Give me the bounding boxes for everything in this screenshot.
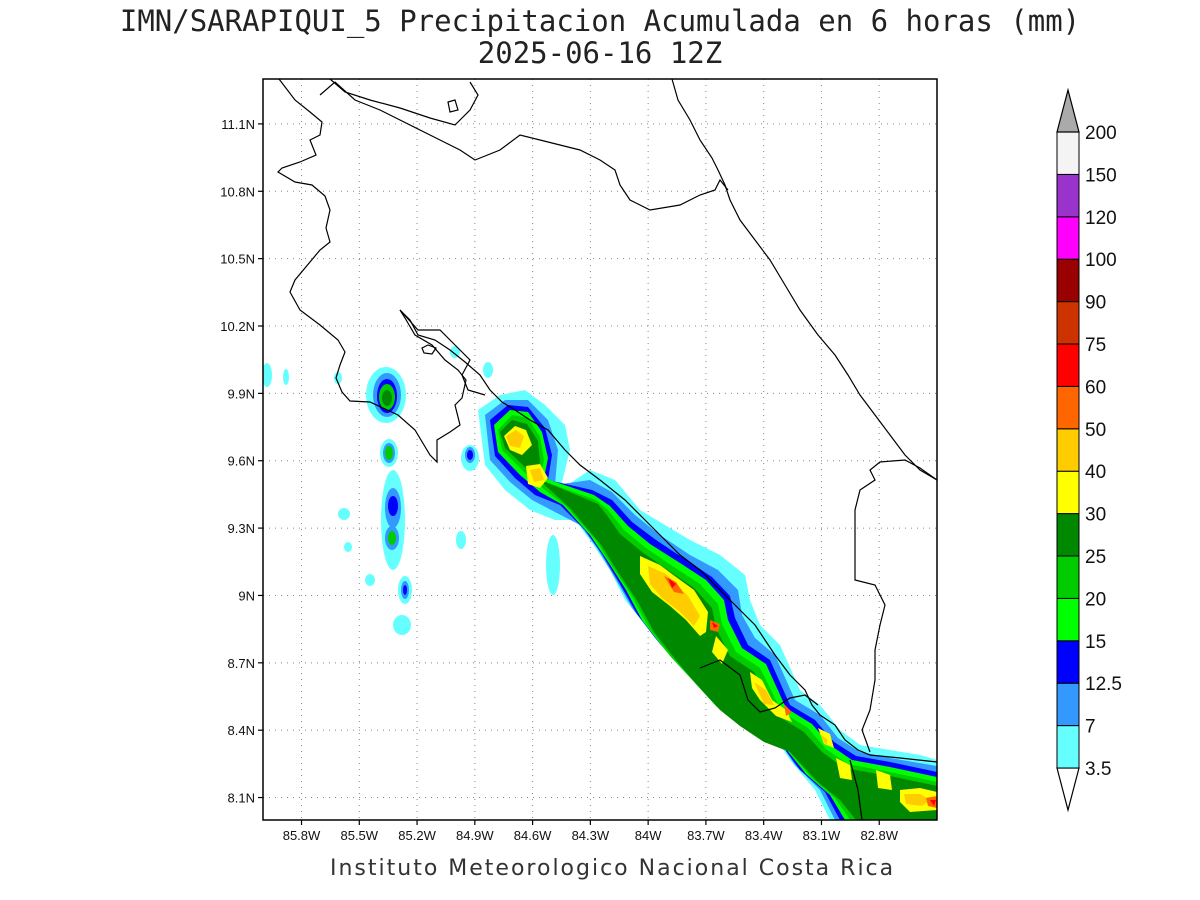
- map-frame: [262, 78, 938, 821]
- colorbar-label: 7: [1085, 717, 1096, 738]
- nicaragua-costa-rica-coast: [277, 79, 937, 763]
- latitude-axis: 11.1N 10.8N 10.5N 10.2N 9.9N 9.6N 9.3N 9N 8.7N 8.…: [220, 117, 263, 806]
- colorbar-lower-extension: [1056, 767, 1080, 813]
- colorbar-swatch: [1056, 343, 1080, 387]
- caribbean-coast: [671, 79, 937, 481]
- colorbar-label: 50: [1085, 420, 1106, 441]
- colorbar-label: 150: [1085, 165, 1117, 186]
- rain-cell-west-3: [381, 470, 405, 570]
- lat-tick-label: 9.3N: [228, 521, 255, 536]
- colorbar-swatch: [1056, 258, 1080, 303]
- lon-tick-label: 85.2W: [398, 828, 436, 843]
- colorbar-swatch: [1056, 216, 1080, 260]
- lat-tick-label: 8.1N: [228, 791, 255, 806]
- burica: [849, 759, 863, 820]
- coastlines: [277, 79, 937, 820]
- colorbar-label: 30: [1085, 505, 1106, 526]
- colorbar-label: 200: [1085, 123, 1117, 144]
- rain-band-main: [478, 390, 937, 820]
- map-footer-credit: Instituto Meteorologico Nacional Costa R…: [330, 856, 896, 881]
- lat-tick-label: 8.4N: [228, 723, 255, 738]
- lon-tick-label: 82.8W: [860, 828, 898, 843]
- lon-tick-label: 84W: [635, 828, 662, 843]
- nicaragua-upper-coast: [319, 81, 729, 211]
- lat-tick-label: 10.8N: [220, 184, 255, 199]
- colorbar-label: 100: [1085, 250, 1117, 271]
- lon-tick-label: 84.3W: [572, 828, 610, 843]
- lake-nicaragua: [329, 79, 479, 126]
- colorbar-label: 12.5: [1085, 674, 1122, 695]
- lat-tick-label: 9N: [238, 588, 255, 603]
- colorbar-swatch: [1056, 640, 1080, 684]
- colorbar-swatch: [1056, 301, 1080, 345]
- rain-cell-west-2: [380, 439, 398, 467]
- colorbar-legend: 3.5 7 12.5 15 20 25 30 40 50 60 75 90 100 120 150 200: [1056, 87, 1122, 813]
- colorbar-label: 75: [1085, 335, 1106, 356]
- small-lake: [447, 99, 459, 113]
- colorbar-label: 20: [1085, 589, 1106, 610]
- colorbar-swatch: [1056, 470, 1080, 515]
- colorbar-swatch: [1056, 428, 1080, 472]
- lon-tick-label: 85.8W: [283, 828, 321, 843]
- colorbar-swatch: [1056, 385, 1080, 430]
- lat-tick-label: 10.2N: [220, 319, 255, 334]
- lat-tick-label: 9.9N: [228, 386, 255, 401]
- longitude-axis: 85.8W 85.5W 85.2W 84.9W 84.6W 84.3W 84W 83.7W 83…: [283, 820, 899, 843]
- colorbar-label: 120: [1085, 208, 1117, 229]
- lon-tick-label: 85.5W: [340, 828, 378, 843]
- lat-tick-label: 8.7N: [228, 656, 255, 671]
- rain-cell-west-1: [366, 367, 406, 423]
- panama-border: [854, 459, 937, 753]
- lat-tick-label: 9.6N: [228, 454, 255, 469]
- colorbar-label: 60: [1085, 377, 1106, 398]
- colorbar-label: 25: [1085, 547, 1106, 568]
- colorbar-label: 3.5: [1085, 759, 1111, 780]
- colorbar-swatch: [1056, 682, 1080, 727]
- lat-tick-label: 10.5N: [220, 252, 255, 267]
- lon-tick-label: 83.4W: [745, 828, 783, 843]
- map-title: IMN/SARAPIQUI_5 Precipitacion Acumulada …: [119, 4, 1081, 38]
- lon-tick-label: 83.1W: [803, 828, 841, 843]
- colorbar-swatch: [1056, 173, 1080, 218]
- colorbar-label: 40: [1085, 462, 1106, 483]
- lon-tick-label: 83.7W: [687, 828, 725, 843]
- osa-peninsula: [699, 659, 819, 713]
- colorbar-swatch: [1056, 131, 1080, 175]
- nicoya-inner: [399, 309, 486, 396]
- colorbar-label: 90: [1085, 293, 1106, 314]
- rain-cell-west-4: [263, 346, 560, 635]
- island: [421, 344, 437, 355]
- colorbar-swatch: [1056, 725, 1080, 769]
- lon-tick-label: 84.9W: [456, 828, 494, 843]
- colorbar-swatch: [1056, 597, 1080, 642]
- colorbar-swatch: [1056, 513, 1080, 557]
- colorbar-label: 15: [1085, 632, 1106, 653]
- map-background: [263, 79, 937, 820]
- colorbar-swatch: [1056, 555, 1080, 599]
- colorbar-upper-extension: [1056, 87, 1080, 133]
- map-subtitle-date: 2025-06-16 12Z: [477, 36, 723, 70]
- lon-tick-label: 84.6W: [514, 828, 552, 843]
- lat-tick-label: 11.1N: [221, 117, 255, 132]
